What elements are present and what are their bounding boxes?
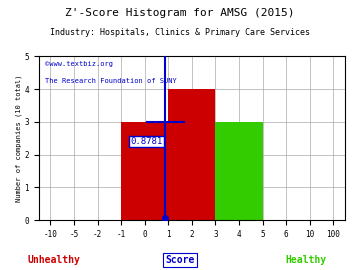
Text: ©www.textbiz.org: ©www.textbiz.org xyxy=(45,61,113,67)
Bar xyxy=(215,122,262,220)
Bar xyxy=(121,122,168,220)
Y-axis label: Number of companies (10 total): Number of companies (10 total) xyxy=(15,75,22,202)
Bar xyxy=(168,89,215,220)
Text: Score: Score xyxy=(165,255,195,265)
Text: 0.8781: 0.8781 xyxy=(131,137,163,146)
Text: Z'-Score Histogram for AMSG (2015): Z'-Score Histogram for AMSG (2015) xyxy=(65,8,295,18)
Text: The Research Foundation of SUNY: The Research Foundation of SUNY xyxy=(45,77,176,84)
Text: Unhealthy: Unhealthy xyxy=(28,255,80,265)
Text: Healthy: Healthy xyxy=(285,255,327,265)
Text: Industry: Hospitals, Clinics & Primary Care Services: Industry: Hospitals, Clinics & Primary C… xyxy=(50,28,310,37)
